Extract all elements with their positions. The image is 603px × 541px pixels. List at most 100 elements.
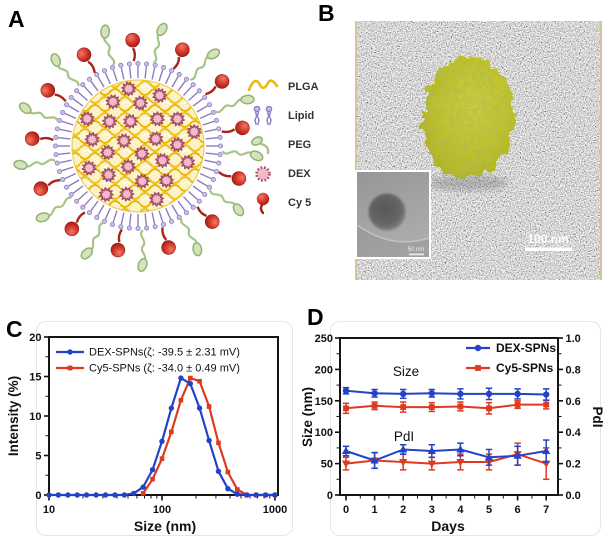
dex-molecule	[186, 124, 202, 139]
lipid-head	[54, 126, 60, 132]
lipid-tail	[104, 72, 111, 85]
dex-molecule	[84, 131, 100, 147]
dex-molecule	[133, 95, 148, 111]
legend-label-dex: DEX	[288, 167, 311, 180]
inset-scalebar-label: 50 nm	[408, 247, 425, 253]
dex-molecule	[119, 186, 135, 202]
cy5-dye	[110, 228, 126, 258]
lipid-head	[68, 191, 74, 197]
cy5-dye	[24, 131, 54, 146]
lipid-tail	[59, 159, 72, 164]
dex-molecule	[170, 111, 185, 127]
d-x-tick-label: 3	[429, 504, 435, 516]
lipid-tail	[202, 166, 215, 172]
lipid-head	[57, 168, 63, 174]
c-y-tick-label: 20	[29, 332, 41, 344]
lipid-head	[118, 224, 124, 230]
cy5-dye	[40, 83, 67, 103]
cy5-dye	[76, 47, 96, 74]
d-yl-tick-label: 150	[315, 396, 333, 408]
lipid-head	[101, 218, 107, 224]
peg-chain	[137, 229, 148, 272]
main-scalebar-label: 100 nm	[527, 232, 568, 246]
lipid-head	[202, 191, 208, 197]
d-series-line	[345, 389, 547, 396]
lipid-head	[190, 82, 196, 88]
dex-molecule	[169, 137, 185, 153]
panel-a-legend: PLGA Lipid PEG DEX	[246, 72, 319, 217]
lipid-head	[64, 102, 70, 108]
legend-item-lipid: Lipid	[246, 101, 319, 130]
d-x-tick-label: 1	[372, 504, 378, 516]
dex-molecule	[98, 187, 114, 202]
lipid-tail	[188, 190, 198, 201]
d-yl-tick-label: 50	[321, 459, 333, 471]
lipid-head	[210, 177, 216, 183]
lipid-tail	[97, 204, 105, 216]
lipid-tail	[58, 152, 71, 156]
panel-c-label: C	[6, 316, 23, 342]
dex-molecule	[149, 111, 165, 127]
lipid-head	[87, 76, 93, 82]
dex-molecule	[121, 81, 137, 97]
d-yl-tick-label: 250	[315, 333, 333, 345]
lipid-tail	[165, 72, 172, 85]
lipid-head	[64, 184, 70, 190]
d-yr-tick-label: 0.4	[566, 427, 582, 439]
tem-inset: 50 nm	[355, 170, 431, 259]
cy5-dye	[221, 120, 250, 136]
legend-item-plga: PLGA	[246, 72, 319, 101]
dex-molecule	[116, 133, 132, 149]
d-yl-tick-label: 0	[327, 490, 333, 502]
legend-label-cy5: Cy 5	[288, 196, 312, 209]
legend-item-peg: PEG	[246, 130, 319, 159]
lipid-head	[217, 134, 223, 140]
cy5-dye	[125, 32, 140, 62]
peg-chain	[214, 94, 255, 114]
lipid-icon	[253, 105, 273, 125]
lipid-tail	[120, 212, 125, 225]
lipid-head	[144, 225, 150, 231]
lipid-head	[176, 214, 182, 220]
lipid-head	[101, 68, 107, 74]
c-y-tick-label: 15	[29, 372, 41, 384]
lipid-tail	[112, 210, 118, 223]
lipid-head	[110, 221, 116, 227]
d-yr-tick-label: 0.2	[566, 459, 581, 471]
lipid-head	[196, 88, 202, 94]
c-plot-area: 10 100 1000 0 5 10 15 20	[29, 332, 287, 516]
lipid-head	[152, 62, 158, 68]
dex-molecule	[134, 173, 150, 189]
lipid-head	[60, 177, 66, 183]
lipid-head	[53, 152, 59, 158]
d-x-tick-label: 6	[515, 504, 521, 516]
lipid-tail	[196, 105, 208, 113]
lipid-tail	[68, 105, 80, 113]
lipid-tail	[78, 91, 88, 102]
lipid-head	[110, 65, 116, 71]
lipid-tail	[64, 112, 77, 119]
cy5-icon	[256, 192, 270, 214]
d-legend-cy5: Cy5-SPNs	[496, 361, 554, 375]
lipid-tail	[205, 136, 218, 140]
lipid-head	[144, 61, 150, 67]
d-yr-tick-label: 1.0	[566, 333, 581, 345]
lipid-head	[183, 210, 189, 216]
lipid-tail	[171, 204, 179, 216]
c-y-tick-label: 0	[35, 490, 41, 502]
legend-label-plga: PLGA	[288, 80, 319, 93]
lipid-tail	[72, 185, 84, 194]
legend-label-lipid: Lipid	[288, 109, 315, 122]
tem-image: 50 nm 100 nm	[355, 21, 602, 280]
peg-chain	[50, 53, 80, 87]
lipid-head	[57, 118, 63, 124]
lipid-tail	[58, 136, 71, 140]
lipid-head	[60, 109, 66, 115]
lipid-tail	[202, 120, 215, 126]
cy5-dye	[218, 171, 247, 186]
d-yr-tick-label: 0.8	[566, 364, 581, 376]
panel-c-frame	[36, 321, 293, 536]
lipid-tail	[151, 67, 156, 80]
lipid-tail	[192, 185, 204, 194]
lipid-tail	[188, 91, 198, 102]
